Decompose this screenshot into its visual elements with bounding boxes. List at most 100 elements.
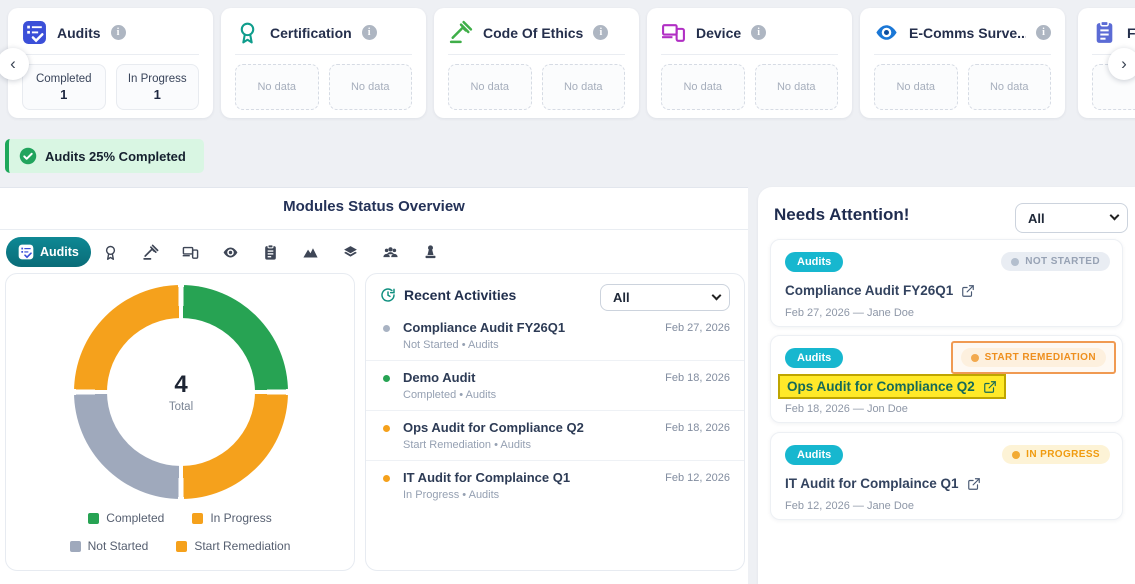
tab-code-of-ethics[interactable] xyxy=(131,237,171,267)
info-icon[interactable]: i xyxy=(751,25,767,40)
attention-card-title: Compliance Audit FY26Q1 xyxy=(785,283,954,298)
activity-date: Feb 12, 2026 xyxy=(665,472,730,484)
no-data-box: No data xyxy=(541,64,625,110)
tab-forms[interactable] xyxy=(251,237,291,267)
stat-label: In Progress xyxy=(127,72,187,85)
people-icon xyxy=(383,246,398,257)
status-dot xyxy=(383,425,390,432)
external-link-icon[interactable] xyxy=(961,284,975,298)
donut-total-label: Total xyxy=(168,401,194,413)
divider xyxy=(235,54,412,55)
module-badge: Audits xyxy=(785,348,844,368)
code-of-ethics-icon xyxy=(449,20,473,44)
attention-card-date: Feb 18, 2026 — Jon Doe xyxy=(785,403,908,415)
status-dot xyxy=(1011,257,1020,266)
recent-activities-title: Recent Activities xyxy=(404,287,517,303)
certification-icon xyxy=(240,22,255,44)
donut-center: 4 Total xyxy=(107,318,255,466)
module-tabbar: Audits xyxy=(6,236,451,268)
tab-e-comms[interactable] xyxy=(211,237,251,267)
info-icon[interactable]: i xyxy=(1036,25,1051,40)
no-data-box: No data xyxy=(967,64,1051,110)
module-summary-card-certification[interactable]: Certification i No data No data xyxy=(221,8,426,118)
activity-title: Ops Audit for Compliance Q2 xyxy=(403,420,584,435)
no-data-box: No data xyxy=(661,64,745,110)
chart-legend-row-1: Completed In Progress xyxy=(6,511,354,525)
divider xyxy=(22,54,199,55)
info-icon[interactable]: i xyxy=(361,25,377,40)
stat-value: 1 xyxy=(60,86,68,102)
audits-icon xyxy=(22,20,47,45)
tab-people[interactable] xyxy=(371,237,411,267)
module-summary-card-code-of-ethics[interactable]: Code Of Ethics i No data No data xyxy=(434,8,639,118)
tab-audits-active[interactable]: Audits xyxy=(6,237,91,267)
annotation-highlight-box: START REMEDIATION xyxy=(950,341,1116,374)
attention-card-compliance-audit[interactable]: Audits NOT STARTED Compliance Audit FY26… xyxy=(770,239,1123,327)
tab-device[interactable] xyxy=(171,237,211,267)
no-data-box: No data xyxy=(448,64,532,110)
history-icon xyxy=(381,288,395,302)
tab-mountains[interactable] xyxy=(291,237,331,267)
divider xyxy=(874,54,1051,55)
legend-in-progress: In Progress xyxy=(192,511,272,525)
check-circle-icon xyxy=(19,147,37,165)
info-icon[interactable]: i xyxy=(593,25,609,40)
module-summary-card-audits[interactable]: Audits i Completed 1 In Progress 1 xyxy=(8,8,213,118)
external-link-icon[interactable] xyxy=(983,380,997,394)
legend-not-started: Not Started xyxy=(69,539,148,553)
chart-legend-row-2: Not Started Start Remediation xyxy=(6,539,354,553)
module-summary-card-device[interactable]: Device i No data No data xyxy=(647,8,852,118)
info-icon[interactable]: i xyxy=(110,25,126,40)
activity-date: Feb 18, 2026 xyxy=(665,422,730,434)
activity-title: IT Audit for Complaince Q1 xyxy=(403,470,571,485)
status-badge-start-remediation[interactable]: START REMEDIATION xyxy=(960,348,1106,367)
module-badge: Audits xyxy=(785,252,844,272)
layers-icon xyxy=(344,245,358,257)
audits-icon xyxy=(18,244,34,260)
tab-label: Audits xyxy=(40,245,79,259)
activity-row[interactable]: IT Audit for Complaince Q1 In Progress •… xyxy=(366,460,744,510)
module-summary-card-e-comms[interactable]: #ic-eye .fillpart{fill:#1a77d6}#ic-eye .… xyxy=(860,8,1065,118)
legend-swatch xyxy=(69,540,81,552)
scroll-left-button[interactable]: ‹ xyxy=(0,48,29,80)
legend-swatch xyxy=(176,540,188,552)
tab-stamp[interactable] xyxy=(411,237,451,267)
mountains-icon xyxy=(303,247,318,257)
tab-certification[interactable] xyxy=(91,237,131,267)
card-title: E-Comms Surve... xyxy=(909,24,1026,41)
no-data-box: No data xyxy=(328,64,412,110)
status-dot xyxy=(383,475,390,482)
attention-card-it-audit[interactable]: Audits IN PROGRESS IT Audit for Complain… xyxy=(770,432,1123,520)
divider xyxy=(448,54,625,55)
stat-in-progress[interactable]: In Progress 1 xyxy=(115,64,199,110)
stat-completed[interactable]: Completed 1 xyxy=(22,64,106,110)
attention-card-ops-audit[interactable]: Audits START REMEDIATION Ops Audit for C… xyxy=(770,335,1123,423)
forms-clipboard-icon: #ic-clip .fillpart{fill:#5b6bd5} xyxy=(1095,20,1114,44)
status-dot xyxy=(383,325,390,332)
needs-attention-filter-select[interactable]: All xyxy=(1015,203,1128,233)
audits-status-chart-card: 4 Total Completed In Progress Not Starte… xyxy=(5,273,355,571)
modules-status-overview-panel: Modules Status Overview Audits 4 Total C… xyxy=(0,187,748,584)
recent-activities-filter: All xyxy=(600,284,730,311)
scroll-right-button[interactable]: › xyxy=(1108,48,1135,80)
status-badge-in-progress: IN PROGRESS xyxy=(1002,445,1110,464)
eye-icon xyxy=(224,247,238,257)
divider xyxy=(661,54,838,55)
recent-activities-filter-select[interactable]: All xyxy=(600,284,730,311)
activity-row[interactable]: Demo Audit Completed • Audits Feb 18, 20… xyxy=(366,360,744,410)
chevron-right-icon: › xyxy=(1121,54,1127,73)
attention-card-title: Ops Audit for Compliance Q2 xyxy=(787,379,975,394)
no-data-box: No data xyxy=(235,64,319,110)
stat-label: Completed xyxy=(35,72,92,85)
activity-row[interactable]: Ops Audit for Compliance Q2 Start Remedi… xyxy=(366,410,744,460)
no-data-box: No data xyxy=(874,64,958,110)
external-link-icon[interactable] xyxy=(967,477,981,491)
activity-meta: In Progress • Audits xyxy=(403,489,500,501)
activity-row[interactable]: Compliance Audit FY26Q1 Not Started • Au… xyxy=(366,311,744,360)
status-dot xyxy=(1012,450,1021,459)
tab-layers[interactable] xyxy=(331,237,371,267)
module-badge: Audits xyxy=(785,445,844,465)
card-title: Certification xyxy=(270,24,352,41)
activity-meta: Completed • Audits xyxy=(403,389,497,401)
stamp-icon xyxy=(425,244,436,258)
